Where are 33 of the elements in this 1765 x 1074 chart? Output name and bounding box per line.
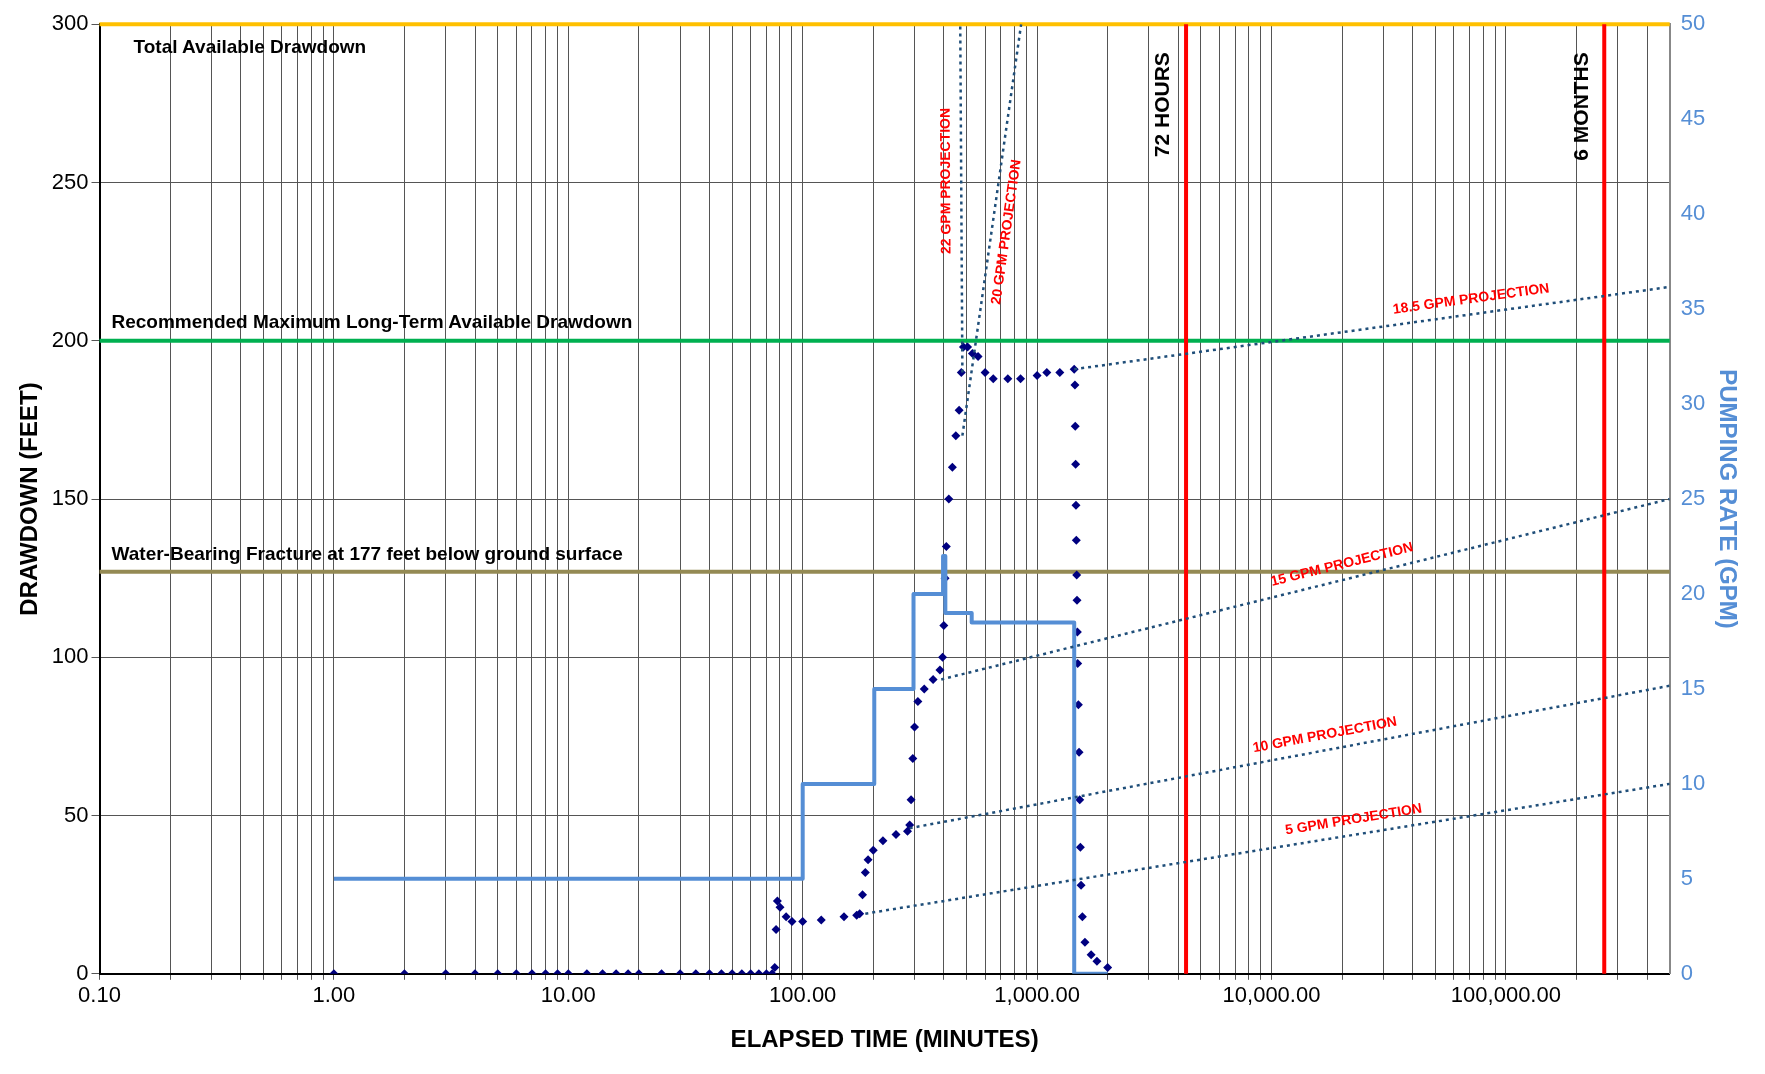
- y2-tick-label: 40: [1680, 200, 1706, 226]
- y2-tick-label: 25: [1680, 485, 1706, 511]
- y-tick-label: 50: [64, 801, 89, 827]
- x-tick-label: 1.00: [312, 982, 356, 1008]
- x-tick-label: 10,000.00: [1222, 982, 1321, 1008]
- y-tick-label: 100: [51, 643, 89, 669]
- y2-tick-label: 15: [1680, 674, 1706, 700]
- y2-tick-label: 0: [1680, 959, 1693, 985]
- x-tick-label: 10.00: [540, 982, 596, 1008]
- y-tick-label: 150: [51, 485, 89, 511]
- y-axis-title: DRAWDOWN (FEET): [15, 382, 43, 616]
- y2-tick-label: 30: [1680, 390, 1706, 416]
- y-tick-label: 300: [51, 10, 89, 36]
- x-tick-label: 0.10: [78, 982, 121, 1008]
- y-tick-label: 250: [51, 168, 89, 194]
- y2-axis-title: PUMPING RATE (GPM): [1714, 369, 1742, 629]
- x-tick-label: 1,000.00: [994, 982, 1080, 1008]
- text: 22 GPM PROJECTION: [936, 107, 954, 255]
- text: 20 GPM PROJECTION: [987, 158, 1024, 306]
- y2-tick-label: 5: [1680, 864, 1693, 890]
- y-tick-label: 0: [76, 959, 89, 985]
- text: 18.5 GPM PROJECTION: [1391, 279, 1551, 317]
- y2-tick-label: 50: [1680, 10, 1706, 36]
- ref-line-label: 6 MONTHS: [1568, 52, 1592, 161]
- y2-tick-label: 35: [1680, 295, 1706, 321]
- y2-tick-label: 10: [1680, 769, 1706, 795]
- y2-tick-label: 20: [1680, 580, 1706, 606]
- x-axis-title: ELAPSED TIME (MINUTES): [730, 1025, 1039, 1053]
- ref-line-label: 72 HOURS: [1150, 52, 1174, 158]
- x-tick-label: 100.00: [769, 982, 837, 1008]
- x-tick-label: 100,000.00: [1450, 982, 1561, 1008]
- y2-tick-label: 45: [1680, 105, 1706, 131]
- y-tick-label: 200: [51, 326, 89, 352]
